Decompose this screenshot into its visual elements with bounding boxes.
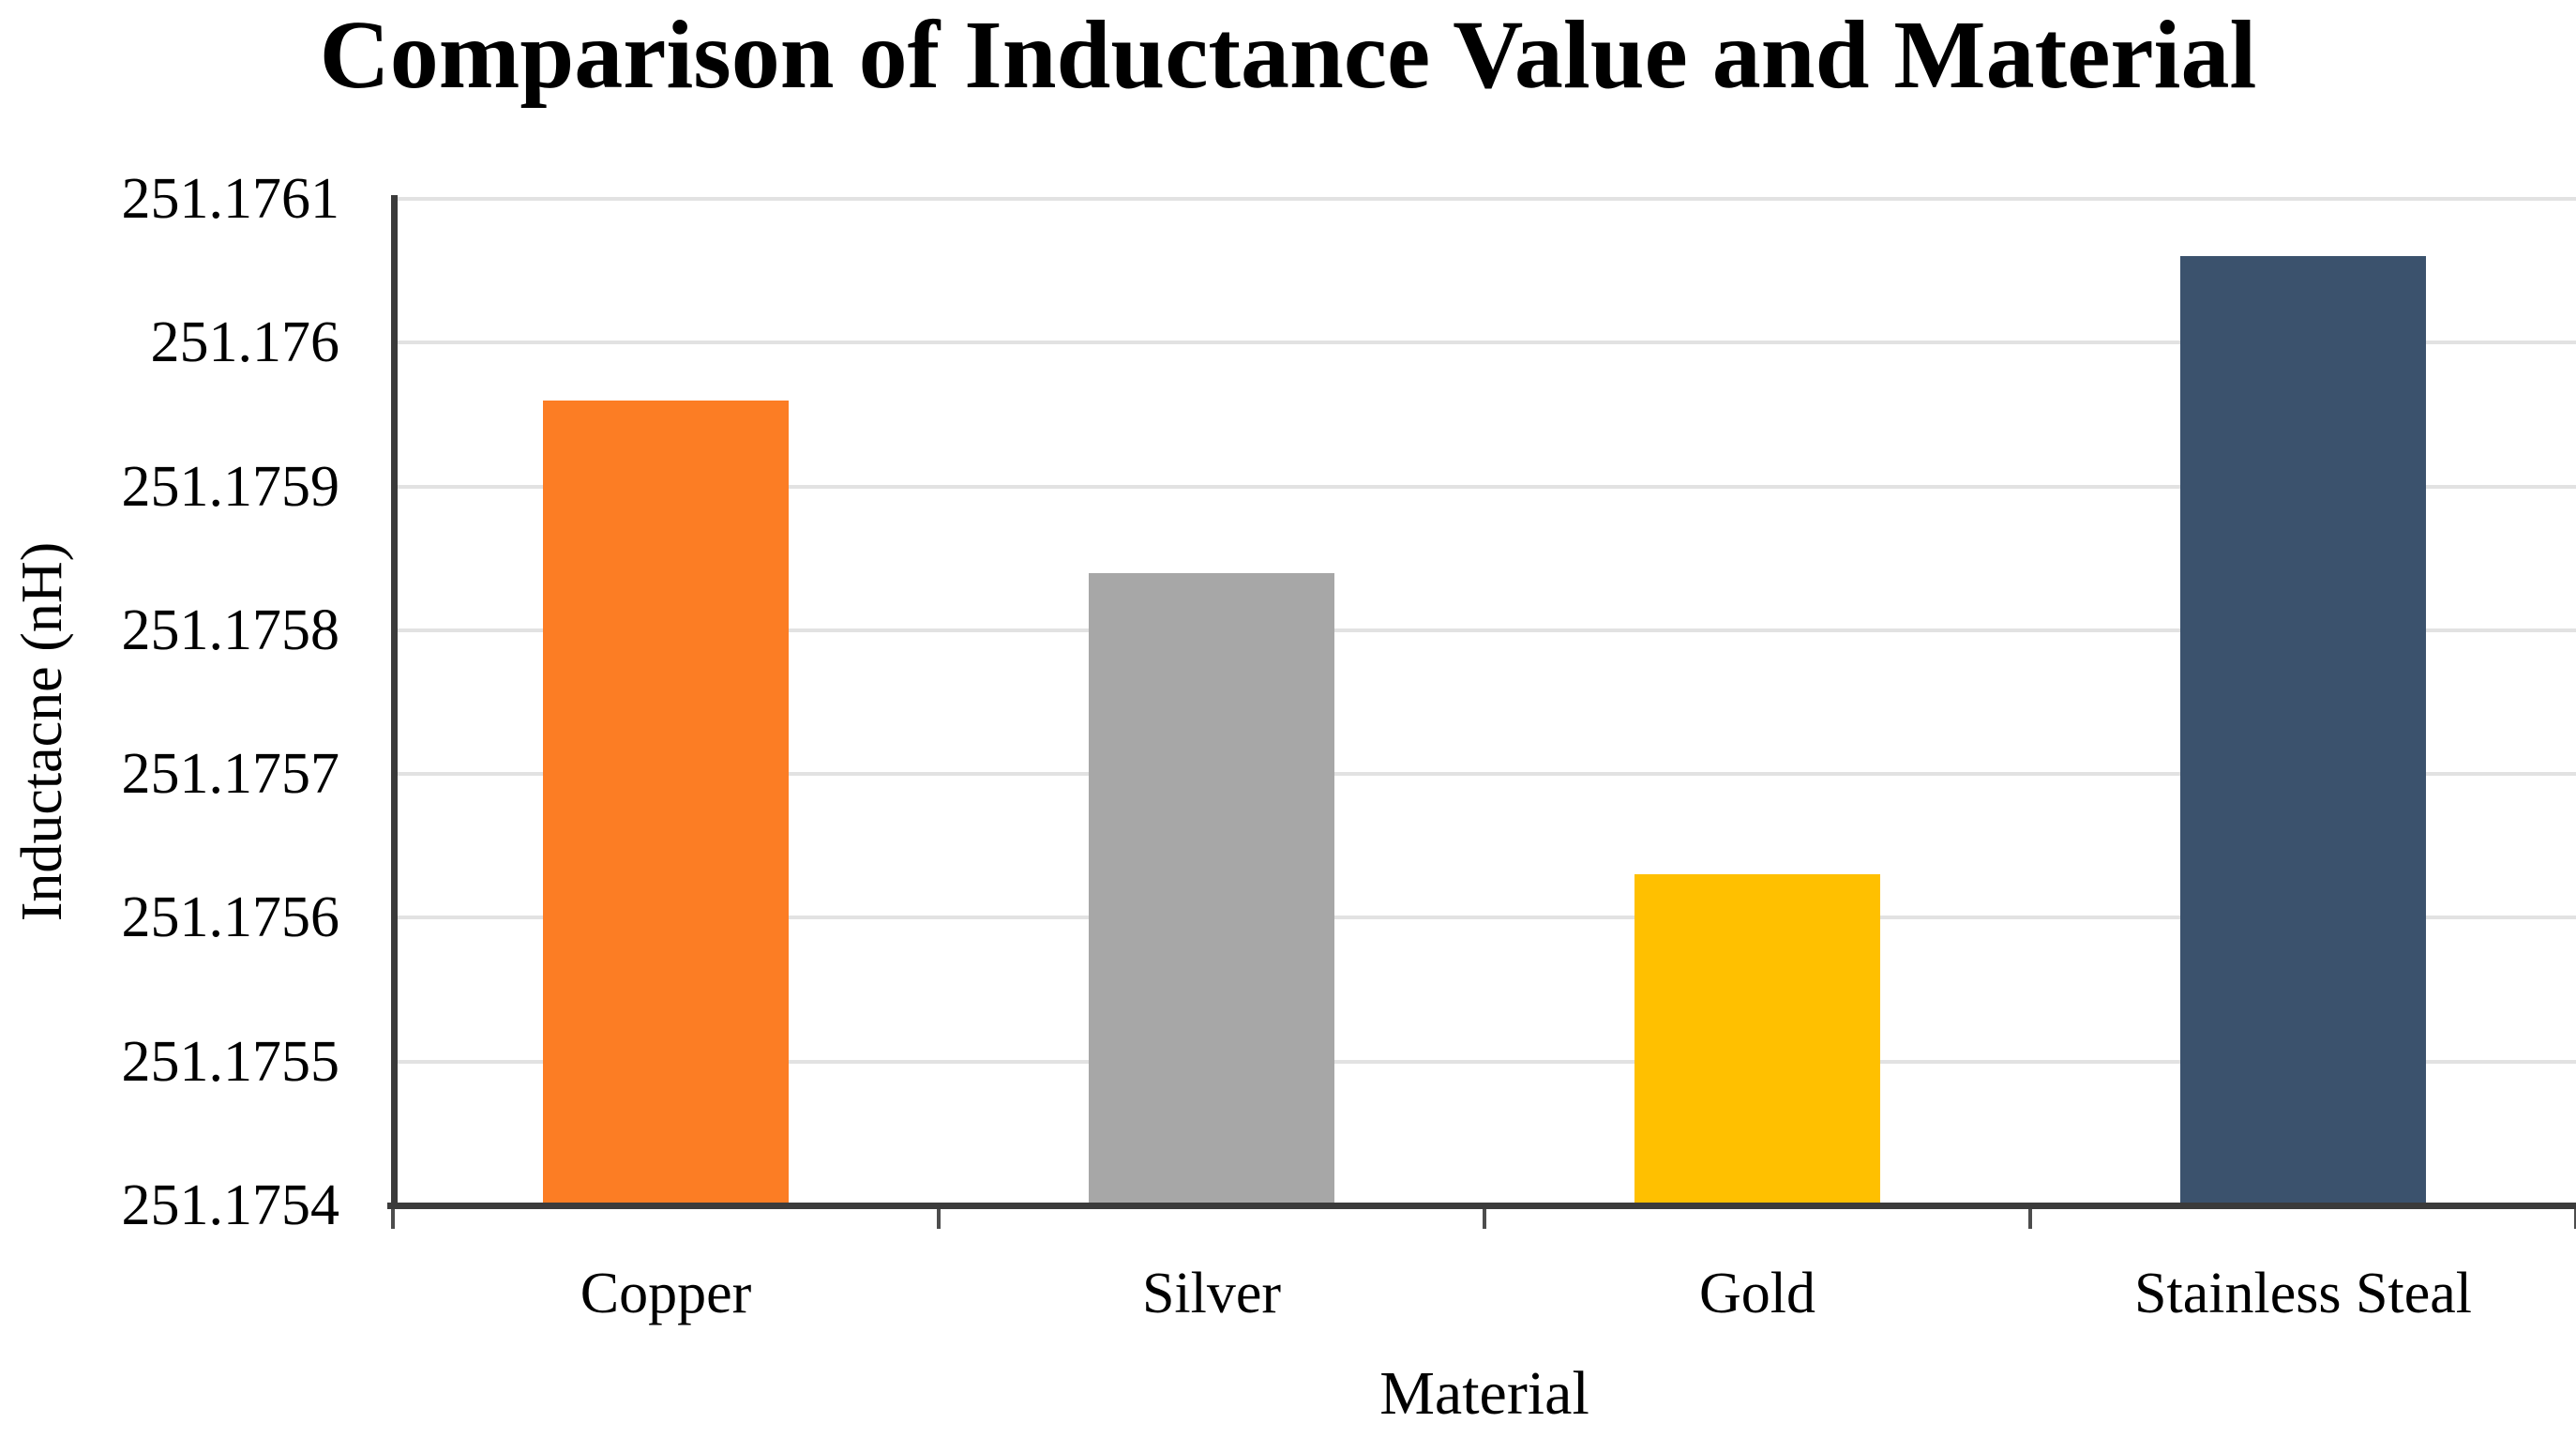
x-tick-mark bbox=[937, 1209, 941, 1229]
gridline bbox=[398, 916, 2576, 920]
gridline bbox=[398, 484, 2576, 489]
y-tick-label: 251.1757 bbox=[121, 742, 340, 807]
y-tick-label: 251.176 bbox=[150, 310, 340, 375]
x-tick-mark bbox=[2574, 1209, 2576, 1229]
bar-gold bbox=[1634, 874, 1880, 1205]
bar-silver bbox=[1089, 573, 1334, 1205]
y-tick-label: 251.1755 bbox=[121, 1029, 340, 1094]
x-tick-label: Silver bbox=[1141, 1262, 1282, 1325]
x-tick-mark bbox=[391, 1209, 395, 1229]
x-axis-line bbox=[387, 1203, 2576, 1209]
y-tick-label: 251.1758 bbox=[121, 598, 340, 662]
x-axis-title: Material bbox=[1379, 1359, 1589, 1428]
bar-stainless-steal bbox=[2180, 256, 2426, 1205]
gridline bbox=[398, 1059, 2576, 1064]
x-tick-label: Copper bbox=[580, 1262, 752, 1325]
y-tick-label: 251.1756 bbox=[121, 886, 340, 950]
gridline bbox=[398, 772, 2576, 777]
gridline bbox=[398, 341, 2576, 345]
y-tick-label: 251.1759 bbox=[121, 454, 340, 519]
y-axis-line bbox=[391, 195, 398, 1209]
x-tick-label: Stainless Steal bbox=[2134, 1262, 2472, 1325]
x-tick-mark bbox=[1483, 1209, 1486, 1229]
gridline bbox=[398, 197, 2576, 201]
chart-title: Comparison of Inductance Value and Mater… bbox=[319, 1, 2257, 109]
y-tick-label: 251.1761 bbox=[121, 167, 340, 231]
y-tick-label: 251.1754 bbox=[121, 1173, 340, 1237]
x-tick-label: Gold bbox=[1699, 1262, 1815, 1325]
gridline bbox=[398, 628, 2576, 632]
bar-copper bbox=[543, 401, 789, 1205]
x-tick-mark bbox=[2028, 1209, 2032, 1229]
